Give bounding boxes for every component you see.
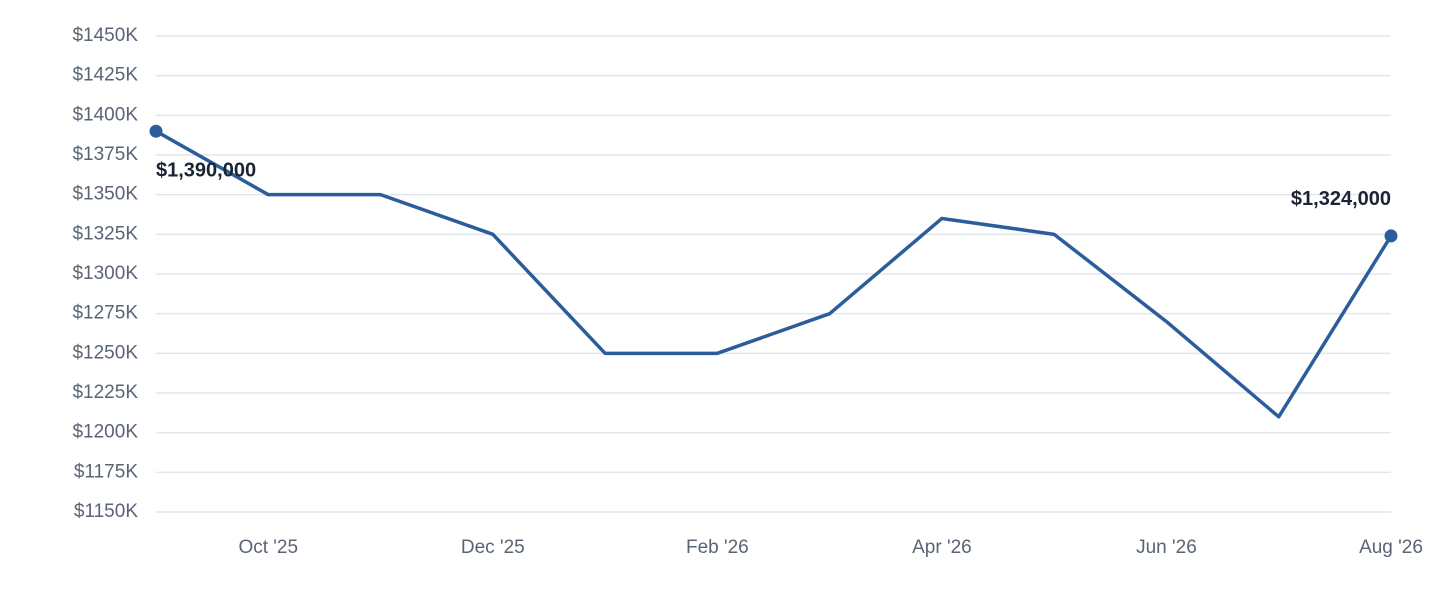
point xyxy=(1384,229,1398,243)
y-tick-label: $1225K xyxy=(72,382,138,403)
y-tick-label: $1450K xyxy=(72,25,138,46)
y-tick-label: $1200K xyxy=(72,422,138,443)
y-tick-label: $1275K xyxy=(72,303,138,324)
value-label: $1,390,000 xyxy=(156,159,256,181)
y-tick-label: $1175K xyxy=(74,461,138,482)
point xyxy=(149,124,163,138)
y-tick-label: $1350K xyxy=(72,184,138,205)
x-tick-label: Jun '26 xyxy=(1136,537,1197,558)
x-tick-label: Oct '25 xyxy=(238,537,298,558)
x-tick-label: Apr '26 xyxy=(912,537,972,558)
x-tick-label: Aug '26 xyxy=(1359,537,1423,558)
y-tick-label: $1325K xyxy=(72,223,138,244)
y-tick-label: $1400K xyxy=(72,104,138,125)
y-tick-label: $1300K xyxy=(72,263,138,284)
y-tick-label: $1375K xyxy=(72,144,138,165)
x-tick-label: Feb '26 xyxy=(686,537,749,558)
line-series xyxy=(155,129,1393,419)
value-label: $1,324,000 xyxy=(1291,188,1391,210)
y-tick-label: $1150K xyxy=(74,501,138,522)
x-tick-label: Dec '25 xyxy=(461,537,525,558)
y-tick-label: $1250K xyxy=(72,342,138,363)
y-tick-label: $1425K xyxy=(72,65,138,86)
